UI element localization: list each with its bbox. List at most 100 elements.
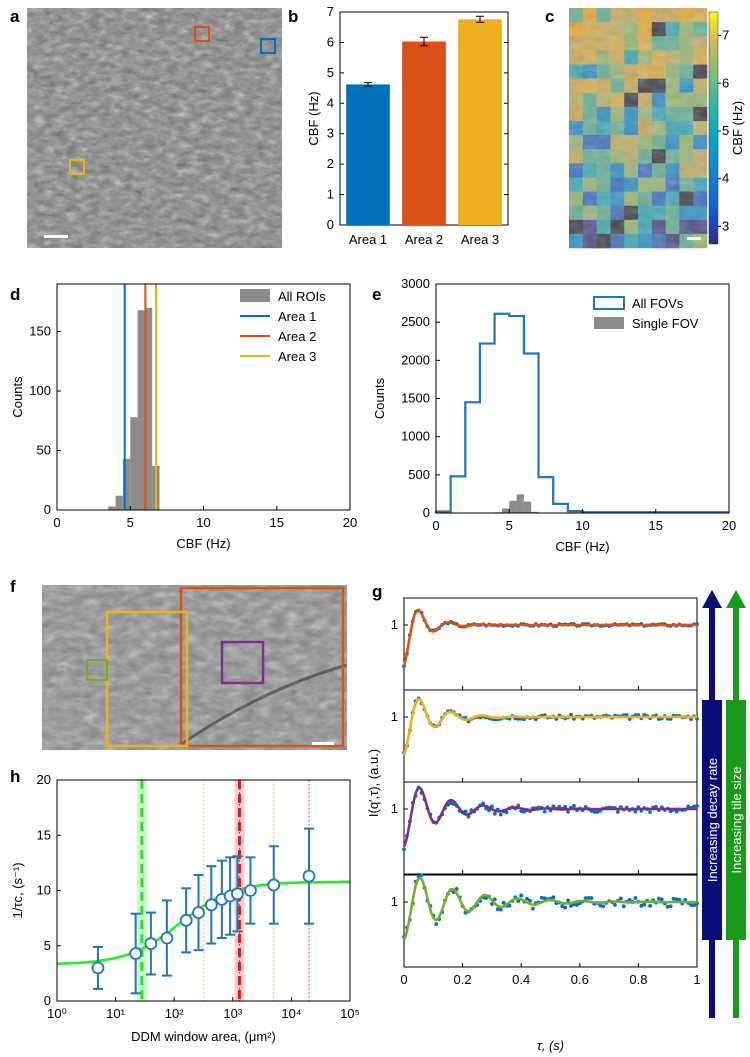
xtick-label-g: 0.2 (454, 972, 472, 987)
data-point-h (144, 937, 158, 950)
tile-box-small (86, 659, 108, 681)
data-point-g (671, 896, 676, 901)
panel-label-h: h (10, 767, 20, 786)
xtick-label-g: 0.6 (571, 972, 589, 987)
xlabel-d: CBF (Hz) (176, 536, 230, 551)
data-point-g (492, 897, 497, 902)
tile-arrow-label: Increasing tile size (729, 767, 744, 874)
data-point-g (642, 902, 647, 907)
bar-area-2 (402, 41, 446, 225)
fit-line-large-tile (402, 697, 697, 755)
ytick-label-b: 0 (327, 217, 334, 232)
data-point-g (633, 896, 638, 900)
data-point-g (627, 898, 632, 902)
data-point-g (665, 904, 670, 909)
colorbar-tick-label: 4 (722, 171, 729, 186)
xtick-label-e: 10 (575, 518, 589, 533)
data-point-g (525, 896, 529, 901)
ylabel-d: Counts (10, 376, 25, 418)
roi-box-area3 (69, 159, 85, 175)
legend-label: Area 1 (278, 309, 316, 324)
data-point-g (501, 900, 506, 905)
fit-line-small-tile (402, 876, 697, 941)
xtick-label-b: Area 3 (461, 232, 499, 247)
panel-label-e: e (372, 285, 381, 304)
hist-bar-d (144, 307, 153, 510)
xtick-label-e: 5 (506, 518, 513, 533)
data-point-g (419, 873, 424, 878)
tile-box-medium (220, 640, 265, 685)
panel-label-f: f (10, 577, 16, 596)
data-point-g (434, 922, 439, 927)
xlabel-g: τ, (s) (537, 1038, 564, 1053)
panel-c-cbf-map: 3 4 5 6 7 CBF (Hz) (569, 8, 745, 249)
ytick-label-d: 150 (29, 324, 51, 339)
data-point-g (531, 906, 535, 911)
data-point-g (648, 903, 653, 908)
ytick-label-d: 100 (29, 383, 51, 398)
ytick-label-e: 0 (423, 505, 430, 520)
data-point-g (639, 903, 644, 908)
ytick-label-h: 10 (37, 883, 51, 898)
xtick-label-h: 10¹ (106, 1006, 125, 1021)
xtick-label-g: 1 (693, 972, 700, 987)
data-point-g (569, 904, 573, 908)
xlabel-e: CBF (Hz) (555, 539, 609, 554)
subplot-frame-g (403, 597, 698, 691)
ytick-label-g: 1 (391, 894, 398, 909)
data-point-g (519, 893, 524, 898)
panel-label-g: g (372, 582, 382, 601)
histogram-e: 0 5 10 15 20 0 500 1000 1500 2000 2500 3000 CBF (Hz)… (372, 276, 736, 554)
hist-bar-d (130, 417, 138, 510)
scale-bar (44, 235, 68, 238)
decay-arrow-head (702, 590, 722, 608)
data-point-g (519, 809, 524, 814)
ytick-label-e: 3000 (401, 276, 430, 291)
data-point-g (492, 811, 497, 816)
fit-line-largest-tile (402, 608, 697, 667)
data-point-g (574, 903, 579, 907)
ylabel-g: I(q′,τ), (a.u.) (366, 749, 381, 817)
data-point-h (129, 947, 143, 960)
data-point-h (267, 878, 281, 892)
scale-bar-c (687, 237, 701, 240)
hist-bar-single-fov (531, 511, 539, 513)
panel-a-micrograph (27, 8, 282, 248)
decay-arrow-label: Increasing decay rate (705, 758, 720, 882)
tile-box-largest (179, 586, 345, 748)
ytick-label-b: 3 (327, 126, 334, 141)
xtick-label-h: 10² (165, 1006, 184, 1021)
ytick-label-h: 20 (37, 772, 51, 787)
data-point-g (522, 809, 527, 814)
subplot-frame-g (403, 781, 698, 875)
xtick-label-d: 20 (343, 515, 357, 530)
decay-arrow-labelbox (702, 700, 722, 940)
data-point-g (674, 809, 679, 814)
data-point-g (542, 809, 547, 814)
xtick-label-g: 0.8 (629, 972, 647, 987)
data-point-g (563, 804, 568, 809)
hist-bar-single-fov (501, 508, 510, 513)
xtick-label-b: Area 2 (405, 232, 443, 247)
data-point-g (551, 895, 556, 900)
data-point-g (601, 904, 606, 909)
legend-swatch-single-fov (594, 317, 624, 329)
ylabel-e: Counts (372, 377, 387, 419)
data-point-g (516, 803, 521, 808)
data-point-g (504, 810, 509, 815)
data-point-g (566, 809, 570, 814)
legend-label: Area 2 (278, 329, 316, 344)
data-point-g (613, 903, 617, 907)
xtick-label-d: 5 (127, 515, 134, 530)
ytick-label-b: 4 (327, 95, 334, 110)
roi-box-area1 (260, 38, 276, 54)
data-point-g (507, 903, 512, 908)
scatter-h: 10⁰ 10¹ 10² 10³ 10⁴ 10⁵ 0 5 10 15 20 DDM window are… (10, 772, 360, 1044)
panel-label-d: d (10, 285, 20, 304)
xtick-label-e: 0 (432, 518, 439, 533)
bar-area-3 (458, 19, 502, 225)
xtick-label-e: 15 (649, 518, 663, 533)
colorbar-tick-label: 7 (722, 28, 729, 43)
data-point-g (586, 896, 591, 900)
